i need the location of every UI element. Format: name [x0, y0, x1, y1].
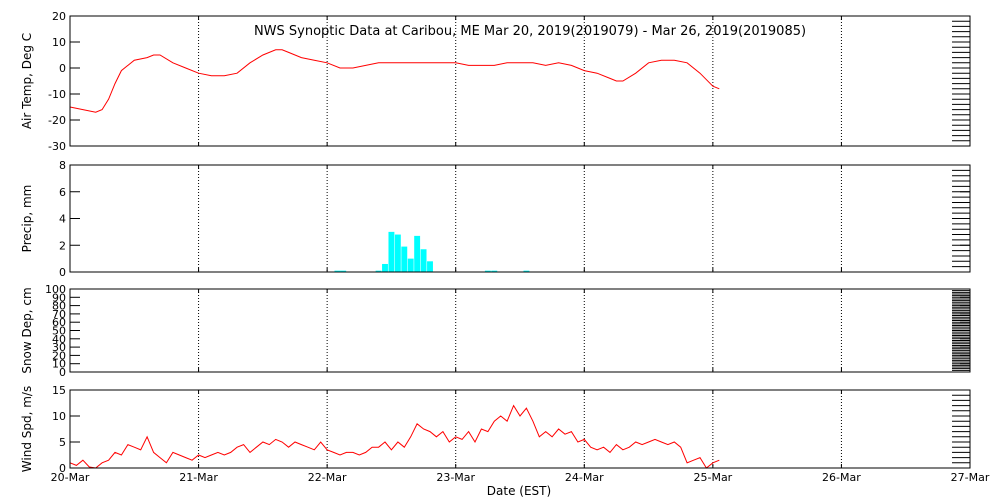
- precip-bar: [420, 249, 427, 272]
- x-tick-label: 21-Mar: [179, 471, 218, 484]
- precip-bar: [382, 263, 388, 272]
- y-tick-label: 50: [52, 325, 66, 338]
- y-tick-label: 15: [52, 384, 66, 397]
- x-tick-label: 23-Mar: [436, 471, 475, 484]
- x-tick-label: 20-Mar: [51, 471, 90, 484]
- y-tick-label: 4: [59, 213, 66, 226]
- y-tick-label: 2: [59, 239, 66, 252]
- panel-frame: [69, 389, 971, 469]
- y-tick-label: 0: [59, 266, 66, 279]
- y-tick-label: 0: [59, 62, 66, 75]
- panel-1: -30 -20 -10 0 10 20 Air Temp, Deg C: [20, 10, 971, 153]
- chart-title: NWS Synoptic Data at Caribou, ME Mar 20,…: [254, 24, 806, 39]
- panel-frame: [69, 164, 971, 273]
- y-tick-label: 8: [59, 159, 66, 172]
- panel-frame: [69, 288, 971, 373]
- x-tick-label: 25-Mar: [693, 471, 732, 484]
- precip-bar: [427, 261, 433, 272]
- y-tick-label: 20: [52, 349, 66, 362]
- y-tick-label: 10: [52, 410, 66, 423]
- precip-bar: [388, 231, 395, 272]
- y-tick-label: 0: [59, 366, 66, 379]
- panel-2: 0 2 4 6 8 Precip, mm: [20, 159, 971, 279]
- precip-bar: [523, 270, 530, 272]
- precip-bar: [407, 258, 414, 272]
- y-tick-label: 10: [52, 36, 66, 49]
- x-tick-label: 22-Mar: [308, 471, 347, 484]
- y-tick-label: 5: [59, 436, 66, 449]
- series-line: [69, 49, 720, 113]
- y-axis-label: Precip, mm: [20, 185, 34, 253]
- y-tick-label: 60: [52, 316, 66, 329]
- panel-frame: [69, 15, 971, 147]
- x-axis-label: Date (EST): [487, 484, 551, 498]
- precip-bar: [484, 270, 491, 272]
- y-tick-label: 80: [52, 300, 66, 313]
- precip-bar: [491, 270, 498, 272]
- y-axis-label: Wind Spd, m/s: [20, 386, 34, 472]
- x-tick-label: 27-Mar: [951, 471, 990, 484]
- precip-bar: [394, 234, 401, 272]
- x-tick-label: 26-Mar: [822, 471, 861, 484]
- y-tick-label: 20: [52, 10, 66, 23]
- y-tick-label: -20: [48, 114, 66, 127]
- precip-bar: [401, 246, 408, 272]
- panel-4: 0 5 10 15 Wind Spd, m/s: [20, 384, 971, 475]
- y-axis-label: Air Temp, Deg C: [20, 33, 34, 129]
- y-tick-label: 0: [59, 462, 66, 475]
- y-axis-label: Snow Dep, cm: [20, 287, 34, 373]
- precip-bar: [375, 270, 382, 272]
- y-tick-label: -30: [48, 140, 66, 153]
- y-tick-label: 6: [59, 186, 66, 199]
- precip-bar: [414, 235, 421, 272]
- x-tick-label: 24-Mar: [565, 471, 604, 484]
- precip-bar: [334, 270, 341, 272]
- series-line: [69, 404, 720, 469]
- precip-bar: [340, 270, 347, 272]
- y-tick-label: -10: [48, 88, 66, 101]
- y-tick-label: 10: [52, 358, 66, 371]
- y-tick-label: 100: [45, 283, 66, 296]
- y-tick-label: 30: [52, 341, 66, 354]
- y-tick-label: 90: [52, 291, 66, 304]
- y-tick-label: 40: [52, 333, 66, 346]
- y-tick-label: 70: [52, 308, 66, 321]
